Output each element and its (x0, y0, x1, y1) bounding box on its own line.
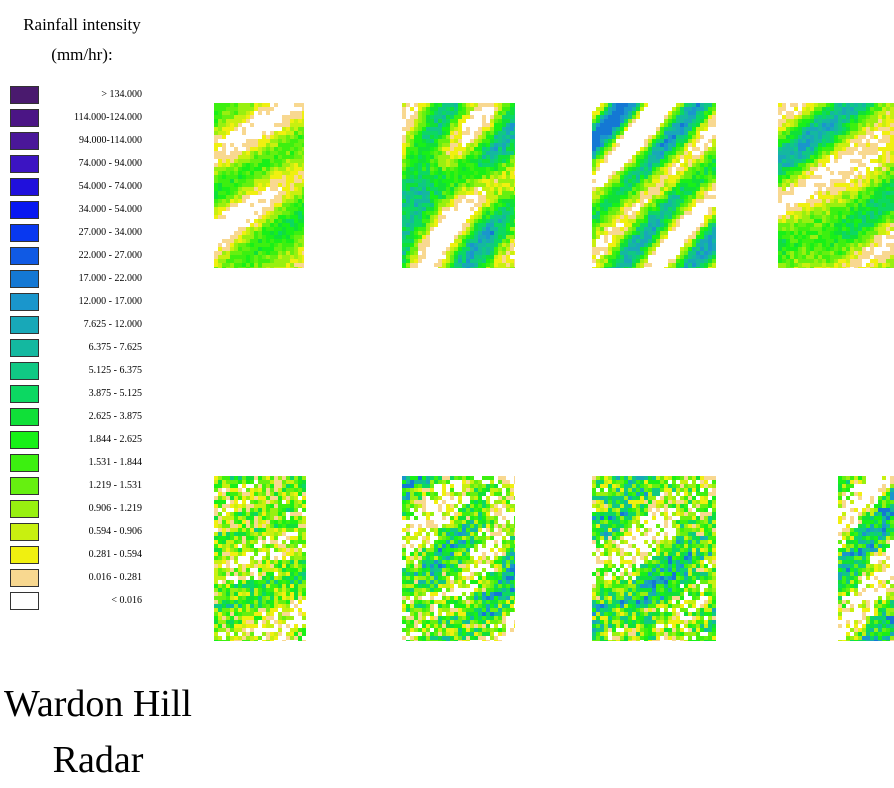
radar-map-panel-row2-col2 (402, 476, 515, 641)
legend-title-line2: (mm/hr): (51, 45, 113, 64)
legend-entry: 1.531 - 1.844 (8, 454, 158, 477)
legend-swatch (10, 454, 39, 472)
legend-swatch (10, 592, 39, 610)
legend-swatch (10, 201, 39, 219)
legend-swatch (10, 316, 39, 334)
legend-label: 12.000 - 17.000 (78, 296, 142, 307)
legend-label: 22.000 - 27.000 (78, 250, 142, 261)
rainfall-legend: > 134.000 114.000-124.000 94.000-114.000 74… (8, 86, 158, 615)
legend-label: 1.219 - 1.531 (88, 480, 142, 491)
legend-label: 7.625 - 12.000 (83, 319, 142, 330)
legend-label: 1.531 - 1.844 (88, 457, 142, 468)
legend-entry: 22.000 - 27.000 (8, 247, 158, 270)
legend-entry: 54.000 - 74.000 (8, 178, 158, 201)
radar-map-panel-row2-col4 (838, 476, 894, 641)
legend-swatch (10, 408, 39, 426)
legend-label: 74.000 - 94.000 (78, 158, 142, 169)
legend-entry: 27.000 - 34.000 (8, 224, 158, 247)
legend-swatch (10, 247, 39, 265)
legend-title-line1: Rainfall intensity (23, 15, 141, 34)
legend-entry: 7.625 - 12.000 (8, 316, 158, 339)
legend-swatch (10, 362, 39, 380)
legend-label: 54.000 - 74.000 (78, 181, 142, 192)
legend-entry: 0.281 - 0.594 (8, 546, 158, 569)
legend-label: < 0.016 (111, 595, 142, 606)
legend-swatch (10, 178, 39, 196)
legend-swatch (10, 500, 39, 518)
radar-map-panel-row1-col1 (214, 103, 304, 268)
radar-map-panel-row2-col3 (592, 476, 716, 641)
radar-map-panel-row1-col2 (402, 103, 515, 268)
legend-title: Rainfall intensity (mm/hr): (8, 10, 156, 70)
legend-entry: 114.000-124.000 (8, 109, 158, 132)
legend-swatch (10, 293, 39, 311)
legend-label: 0.016 - 0.281 (88, 572, 142, 583)
legend-swatch (10, 546, 39, 564)
radar-title: Wardon Hill Radar (0, 676, 196, 788)
legend-entry: < 0.016 (8, 592, 158, 615)
legend-label: 0.281 - 0.594 (88, 549, 142, 560)
legend-entry: 17.000 - 22.000 (8, 270, 158, 293)
radar-title-line1: Wardon Hill (4, 683, 192, 725)
legend-entry: 0.906 - 1.219 (8, 500, 158, 523)
legend-entry: 2.625 - 3.875 (8, 408, 158, 431)
legend-swatch (10, 569, 39, 587)
legend-swatch (10, 132, 39, 150)
legend-swatch (10, 86, 39, 104)
legend-swatch (10, 155, 39, 173)
legend-label: 27.000 - 34.000 (78, 227, 142, 238)
legend-entry: 6.375 - 7.625 (8, 339, 158, 362)
legend-entry: 3.875 - 5.125 (8, 385, 158, 408)
legend-label: 3.875 - 5.125 (88, 388, 142, 399)
legend-swatch (10, 431, 39, 449)
legend-label: 114.000-124.000 (74, 112, 142, 123)
legend-entry: 94.000-114.000 (8, 132, 158, 155)
legend-entry: 0.594 - 0.906 (8, 523, 158, 546)
legend-entry: 0.016 - 0.281 (8, 569, 158, 592)
legend-label: 5.125 - 6.375 (88, 365, 142, 376)
radar-map-panel-row1-col3 (592, 103, 716, 268)
legend-label: 94.000-114.000 (79, 135, 142, 146)
legend-label: 6.375 - 7.625 (88, 342, 142, 353)
legend-swatch (10, 224, 39, 242)
legend-label: 34.000 - 54.000 (78, 204, 142, 215)
legend-swatch (10, 523, 39, 541)
legend-entry: 34.000 - 54.000 (8, 201, 158, 224)
radar-title-line2: Radar (52, 739, 144, 781)
legend-swatch (10, 385, 39, 403)
legend-label: 1.844 - 2.625 (88, 434, 142, 445)
legend-label: 0.594 - 0.906 (88, 526, 142, 537)
legend-swatch (10, 477, 39, 495)
legend-label: 17.000 - 22.000 (78, 273, 142, 284)
legend-swatch (10, 270, 39, 288)
legend-entry: 5.125 - 6.375 (8, 362, 158, 385)
legend-label: 2.625 - 3.875 (88, 411, 142, 422)
radar-map-panel-row1-col4 (778, 103, 894, 268)
legend-label: 0.906 - 1.219 (88, 503, 142, 514)
legend-entry: 12.000 - 17.000 (8, 293, 158, 316)
legend-entry: 1.219 - 1.531 (8, 477, 158, 500)
legend-swatch (10, 109, 39, 127)
legend-label: > 134.000 (101, 89, 142, 100)
legend-swatch (10, 339, 39, 357)
radar-map-panel-row2-col1 (214, 476, 306, 641)
legend-entry: > 134.000 (8, 86, 158, 109)
legend-entry: 1.844 - 2.625 (8, 431, 158, 454)
legend-entry: 74.000 - 94.000 (8, 155, 158, 178)
